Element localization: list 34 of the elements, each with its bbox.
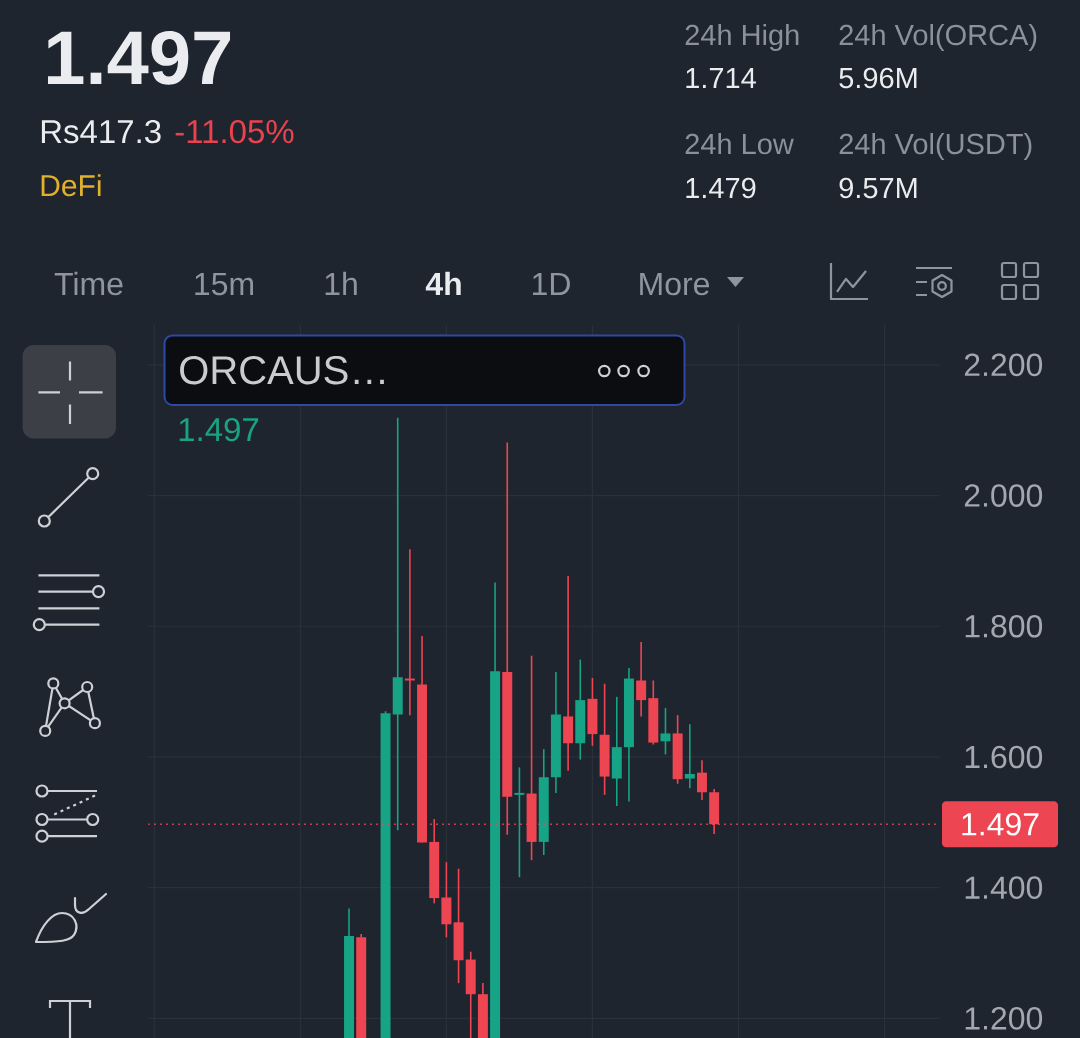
text: Rs417.3 — [41, 119, 161, 144]
text: 24h Vol(ORCA) — [839, 23, 1037, 51]
text: 1.479 — [686, 177, 756, 199]
ref-line-label: 1.497 — [962, 812, 1039, 836]
y-tick-label: 2.000 — [964, 484, 1043, 507]
y-tick-label: 1.400 — [965, 876, 1043, 899]
text: -11.05% — [175, 119, 294, 144]
text: 1.714 — [686, 68, 756, 88]
text: 24h High — [685, 23, 799, 51]
text: 24h Low — [685, 132, 794, 155]
y-tick-label: 1.800 — [965, 614, 1043, 638]
text: 4h — [425, 271, 461, 295]
annotation: ORCAUS… — [180, 356, 384, 385]
annotation: 1.497 — [179, 417, 259, 442]
candlestick — [660, 707, 671, 756]
text: More — [640, 272, 710, 296]
y-tick-label: 2.200 — [964, 353, 1043, 377]
text: 1h — [325, 271, 357, 295]
text: Time — [54, 271, 123, 296]
candlestick — [392, 416, 403, 831]
text: 1D — [532, 272, 570, 295]
text: 9.57M — [839, 177, 917, 199]
y-tick-label: 1.200 — [965, 1007, 1043, 1030]
candlestick — [514, 766, 525, 879]
candlestick — [636, 641, 647, 718]
candlestick — [696, 759, 707, 801]
text: 5.96M — [839, 67, 917, 89]
text: 24h Vol(USDT) — [839, 132, 1032, 160]
text: DeFi — [41, 174, 101, 197]
y-tick-label: 1.600 — [965, 745, 1043, 769]
candlestick — [684, 723, 695, 790]
chart-title: 1.497 — [47, 30, 231, 85]
candlestick — [404, 548, 415, 716]
text: 15m — [195, 272, 254, 296]
